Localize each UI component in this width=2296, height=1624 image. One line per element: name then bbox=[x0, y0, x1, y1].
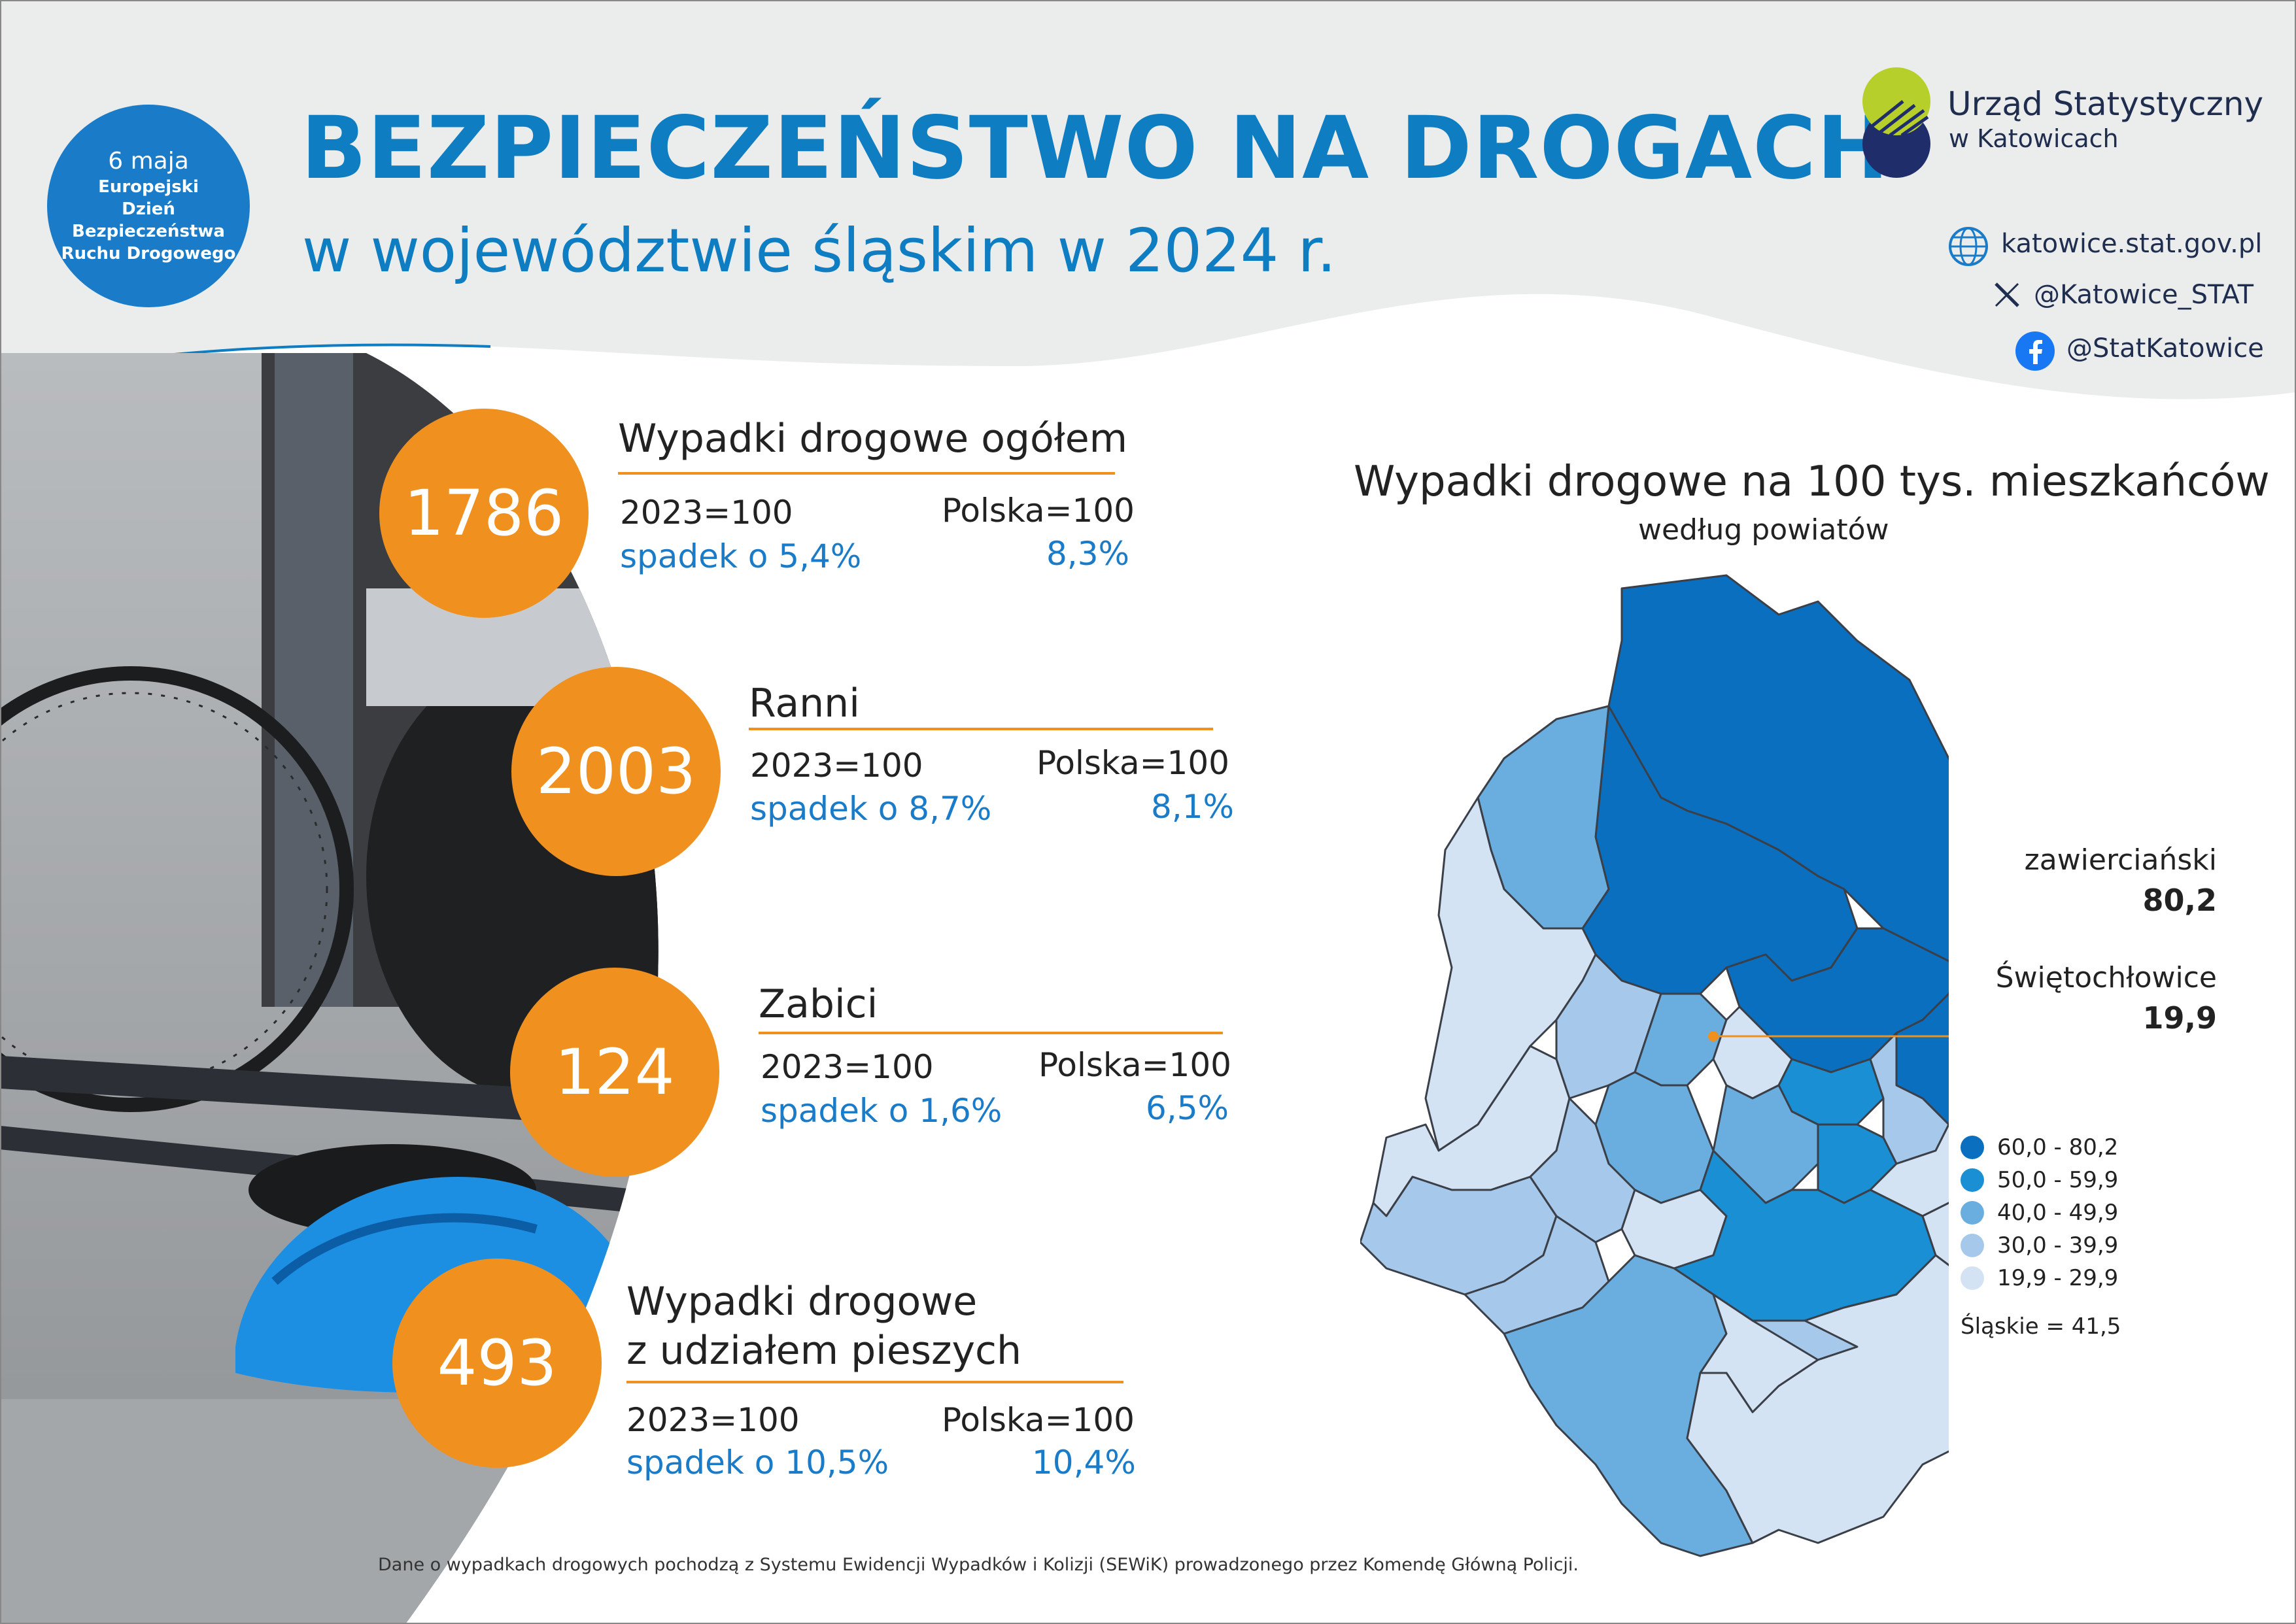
stat-killed-base-label: 2023=100 bbox=[761, 1048, 934, 1086]
legend-label: 40,0 - 49,9 bbox=[1997, 1200, 2119, 1226]
legend-swatch bbox=[1961, 1266, 1984, 1290]
legend-label: 19,9 - 29,9 bbox=[1997, 1265, 2119, 1291]
legend-swatch bbox=[1961, 1168, 1984, 1192]
globe-icon bbox=[1949, 227, 1988, 266]
source-footnote: Dane o wypadkach drogowych pochodzą z Sy… bbox=[378, 1555, 1579, 1575]
legend-item: 60,0 - 80,2 bbox=[1961, 1131, 2121, 1164]
stat-underline bbox=[759, 1032, 1223, 1034]
stat-pedestrian-title-line1: Wypadki drogowe bbox=[626, 1279, 978, 1325]
badge-line: Bezpieczeństwa bbox=[72, 222, 225, 241]
legend-swatch bbox=[1961, 1201, 1984, 1225]
website-link[interactable]: katowice.stat.gov.pl bbox=[2001, 229, 2263, 259]
stat-office-logo-icon bbox=[1862, 67, 1930, 178]
legend-label: 30,0 - 39,9 bbox=[1997, 1232, 2119, 1259]
stat-injured-title: Ranni bbox=[749, 681, 860, 726]
legend-item: 30,0 - 39,9 bbox=[1961, 1229, 2121, 1262]
stat-accidents-base-label: 2023=100 bbox=[620, 494, 793, 532]
logo-city: w Katowicach bbox=[1949, 124, 2119, 153]
stat-pedestrian-base-label: 2023=100 bbox=[626, 1401, 800, 1439]
stat-killed-value: 124 bbox=[510, 968, 719, 1177]
event-badge: 6 maja Europejski Dzień Bezpieczeństwa R… bbox=[47, 105, 250, 307]
callout-name-zawiercianski: zawierciański bbox=[2024, 843, 2217, 877]
callout-dot-swietochlowice bbox=[1708, 1031, 1719, 1041]
badge-line: Europejski bbox=[98, 177, 199, 197]
stat-pedestrian-title-line2: z udziałem pieszych bbox=[626, 1328, 1022, 1374]
legend-label: 60,0 - 80,2 bbox=[1997, 1134, 2119, 1160]
stat-accidents-pl-label: Polska=100 bbox=[942, 492, 1135, 530]
stat-pedestrian-pl-value: 10,4% bbox=[1032, 1444, 1136, 1481]
map-title: Wypadki drogowe na 100 tys. mieszkańców bbox=[1354, 458, 2270, 506]
page-title: BEZPIECZEŃSTWO NA DROGACH bbox=[301, 98, 1890, 199]
map-region bbox=[1686, 1254, 1949, 1544]
stat-accidents-value: 1786 bbox=[379, 409, 589, 618]
legend-item: 50,0 - 59,9 bbox=[1961, 1164, 2121, 1196]
stat-killed-title: Zabici bbox=[759, 981, 878, 1027]
silesia-county-map bbox=[1360, 574, 1949, 1557]
stat-injured-pl-value: 8,1% bbox=[1151, 788, 1235, 826]
logo-name: Urząd Statystyczny bbox=[1947, 85, 2264, 123]
stat-pedestrian-base-value: spadek o 10,5% bbox=[626, 1444, 889, 1481]
stat-killed-base-value: spadek o 1,6% bbox=[761, 1092, 1002, 1130]
badge-date: 6 maja bbox=[108, 148, 189, 175]
callout-value-swietochlowice: 19,9 bbox=[2142, 1000, 2218, 1036]
x-logo-icon bbox=[1995, 282, 2019, 307]
stat-injured-value: 2003 bbox=[511, 667, 721, 876]
callout-name-swietochlowice: Świętochłowice bbox=[1995, 961, 2217, 994]
legend-total: Śląskie = 41,5 bbox=[1961, 1313, 2121, 1340]
legend-swatch bbox=[1961, 1136, 1984, 1159]
stat-injured-base-value: spadek o 8,7% bbox=[750, 790, 992, 828]
stat-underline bbox=[749, 728, 1213, 730]
stat-killed-pl-label: Polska=100 bbox=[1038, 1046, 1231, 1084]
legend-item: 19,9 - 29,9 bbox=[1961, 1262, 2121, 1294]
stat-pedestrian-value: 493 bbox=[392, 1259, 602, 1468]
x-handle-link[interactable]: @Katowice_STAT bbox=[2034, 280, 2254, 310]
legend-swatch bbox=[1961, 1234, 1984, 1257]
stat-injured-pl-label: Polska=100 bbox=[1037, 744, 1229, 782]
stat-accidents-pl-value: 8,3% bbox=[1046, 535, 1130, 573]
legend-item: 40,0 - 49,9 bbox=[1961, 1196, 2121, 1229]
facebook-icon bbox=[2015, 331, 2055, 371]
stat-killed-pl-value: 6,5% bbox=[1146, 1089, 1229, 1127]
facebook-handle-link[interactable]: @StatKatowice bbox=[2066, 333, 2264, 364]
stat-underline bbox=[618, 472, 1115, 475]
page-subtitle: w województwie śląskim w 2024 r. bbox=[302, 216, 1337, 286]
badge-line: Ruchu Drogowego bbox=[61, 244, 236, 263]
stat-accidents-title: Wypadki drogowe ogółem bbox=[618, 416, 1128, 462]
badge-line: Dzień bbox=[122, 199, 175, 219]
stat-accidents-base-value: spadek o 5,4% bbox=[620, 537, 862, 575]
legend-label: 50,0 - 59,9 bbox=[1997, 1167, 2119, 1193]
stat-pedestrian-pl-label: Polska=100 bbox=[942, 1401, 1135, 1439]
callout-value-zawiercianski: 80,2 bbox=[2142, 883, 2218, 918]
stat-underline bbox=[626, 1381, 1123, 1383]
map-subtitle: według powiatów bbox=[1638, 513, 1889, 547]
map-legend: 60,0 - 80,2 50,0 - 59,9 40,0 - 49,9 30,0… bbox=[1961, 1131, 2121, 1343]
stat-injured-base-label: 2023=100 bbox=[750, 747, 923, 785]
